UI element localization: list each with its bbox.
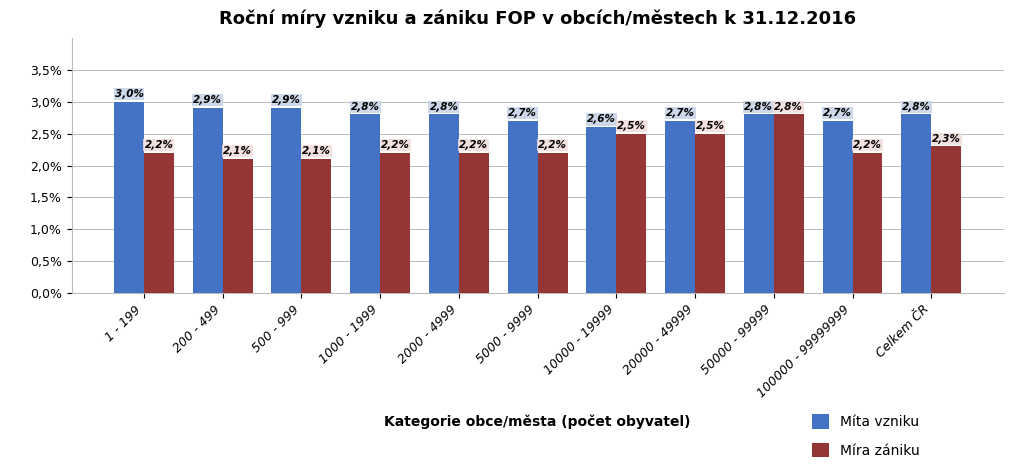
Text: 2,7%: 2,7% — [823, 108, 852, 118]
Bar — [853, 153, 883, 293]
Text: 2,8%: 2,8% — [774, 102, 803, 112]
Text: 2,9%: 2,9% — [194, 95, 222, 105]
Text: 2,8%: 2,8% — [351, 102, 380, 112]
Text: 2,8%: 2,8% — [902, 102, 931, 112]
Bar — [459, 153, 488, 293]
Text: 2,2%: 2,2% — [460, 140, 488, 150]
Bar — [350, 114, 380, 293]
Text: 2,1%: 2,1% — [223, 146, 252, 157]
Text: 2,5%: 2,5% — [695, 121, 724, 131]
Text: 2,6%: 2,6% — [587, 114, 615, 124]
Bar — [271, 108, 301, 293]
Bar — [144, 153, 174, 293]
Bar — [931, 146, 962, 293]
Text: 2,2%: 2,2% — [539, 140, 567, 150]
Text: 2,3%: 2,3% — [932, 133, 961, 144]
Text: 2,8%: 2,8% — [744, 102, 773, 112]
X-axis label: Kategorie obce/města (počet obyvatel): Kategorie obce/města (počet obyvatel) — [384, 414, 691, 429]
Text: 2,9%: 2,9% — [272, 95, 301, 105]
Text: 2,2%: 2,2% — [381, 140, 410, 150]
Bar — [429, 114, 459, 293]
Text: 2,7%: 2,7% — [666, 108, 694, 118]
Bar — [193, 108, 222, 293]
Bar — [901, 114, 931, 293]
Bar — [538, 153, 567, 293]
Bar — [222, 159, 253, 293]
Text: 2,5%: 2,5% — [616, 121, 646, 131]
Text: 2,7%: 2,7% — [508, 108, 537, 118]
Bar — [114, 102, 144, 293]
Bar — [666, 121, 695, 293]
Bar — [695, 133, 725, 293]
Text: 2,2%: 2,2% — [144, 140, 173, 150]
Title: Roční míry vzniku a zániku FOP v obcích/městech k 31.12.2016: Roční míry vzniku a zániku FOP v obcích/… — [219, 9, 856, 28]
Bar — [616, 133, 646, 293]
Bar — [380, 153, 410, 293]
Text: 3,0%: 3,0% — [115, 89, 143, 99]
Bar — [774, 114, 804, 293]
Bar — [301, 159, 332, 293]
Bar — [743, 114, 774, 293]
Text: 2,2%: 2,2% — [853, 140, 882, 150]
Text: 2,8%: 2,8% — [429, 102, 459, 112]
Legend: Míta vzniku, Míra zániku: Míta vzniku, Míra zániku — [806, 407, 927, 465]
Bar — [508, 121, 538, 293]
Text: 2,1%: 2,1% — [302, 146, 331, 157]
Bar — [587, 127, 616, 293]
Bar — [822, 121, 853, 293]
